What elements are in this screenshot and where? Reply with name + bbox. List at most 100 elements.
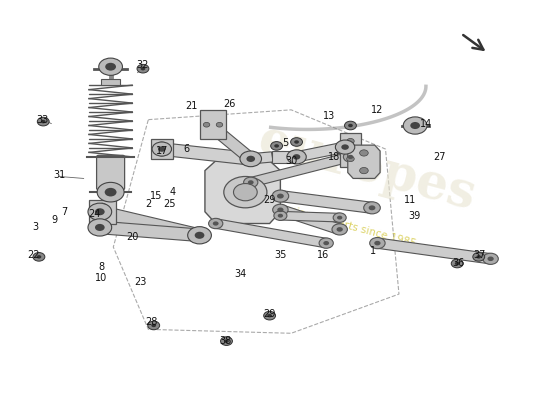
Circle shape [403,117,427,134]
Text: 1: 1 [370,246,376,256]
Circle shape [323,241,329,245]
Circle shape [368,205,376,210]
Text: 29: 29 [263,195,276,205]
Circle shape [224,339,229,343]
Circle shape [158,146,166,152]
Text: 38: 38 [219,336,232,346]
Circle shape [273,204,288,216]
Text: 27: 27 [433,152,446,162]
Circle shape [360,150,368,156]
Text: 14: 14 [420,118,432,128]
Circle shape [244,177,258,188]
Text: 25: 25 [164,199,176,209]
Circle shape [348,124,353,127]
Text: 7: 7 [62,207,68,217]
Text: 16: 16 [317,250,329,260]
Circle shape [97,182,124,202]
Text: 32: 32 [137,60,149,70]
Polygon shape [340,133,361,167]
Circle shape [188,227,211,244]
Text: 13: 13 [323,111,335,121]
Circle shape [343,152,358,162]
Text: 36: 36 [452,258,464,268]
Circle shape [290,138,303,146]
Polygon shape [278,205,343,234]
Circle shape [277,194,284,198]
Circle shape [216,122,223,127]
Circle shape [348,155,353,159]
Circle shape [267,314,272,317]
Circle shape [33,252,45,261]
FancyBboxPatch shape [97,155,125,190]
Text: 37: 37 [474,250,486,260]
Circle shape [473,252,485,261]
Text: 21: 21 [185,101,197,111]
Circle shape [274,211,287,220]
Circle shape [451,259,463,268]
Text: 28: 28 [145,316,157,326]
Circle shape [137,64,149,73]
Text: 23: 23 [134,277,146,287]
Circle shape [336,140,355,154]
Circle shape [152,142,172,156]
Circle shape [158,151,165,156]
Circle shape [294,140,299,144]
Text: 24: 24 [88,209,101,219]
Text: 9: 9 [51,214,57,225]
Circle shape [151,324,156,327]
Circle shape [208,218,223,229]
Text: 33: 33 [36,115,48,125]
Circle shape [248,180,254,184]
Circle shape [332,224,348,235]
Circle shape [455,262,460,265]
Circle shape [224,176,267,208]
Text: 17: 17 [156,146,168,156]
Circle shape [342,144,349,150]
Circle shape [99,58,123,75]
Circle shape [234,184,257,201]
Circle shape [195,232,205,239]
Text: 39: 39 [408,211,420,221]
Circle shape [287,150,306,164]
Text: 4: 4 [169,187,175,197]
Text: 2: 2 [145,199,151,209]
Polygon shape [161,143,252,165]
Text: 34: 34 [234,270,246,280]
Circle shape [370,238,385,249]
Circle shape [99,203,106,209]
Polygon shape [205,122,256,162]
Text: 8: 8 [98,262,105,272]
Polygon shape [249,152,353,187]
Circle shape [240,151,262,167]
Circle shape [344,121,356,130]
Circle shape [483,253,498,264]
Polygon shape [376,238,492,264]
Polygon shape [295,142,347,162]
Circle shape [271,142,283,150]
Circle shape [95,208,104,215]
Text: 35: 35 [274,250,287,260]
Circle shape [104,188,117,196]
Circle shape [333,213,346,222]
Circle shape [319,238,333,248]
Circle shape [346,156,354,162]
Circle shape [148,321,160,330]
Circle shape [88,203,112,220]
Text: 26: 26 [223,99,235,109]
Circle shape [272,190,289,202]
Circle shape [410,122,420,129]
Circle shape [246,156,255,162]
Circle shape [277,208,284,212]
Polygon shape [151,139,173,159]
Text: 5: 5 [283,138,289,148]
Circle shape [346,138,354,144]
Text: 12: 12 [371,105,383,115]
Circle shape [274,144,279,148]
Text: 22: 22 [28,250,40,260]
Bar [101,79,120,85]
Circle shape [36,255,41,258]
Polygon shape [97,206,202,241]
Polygon shape [272,151,296,163]
Text: 31: 31 [53,170,65,180]
Circle shape [105,63,116,71]
